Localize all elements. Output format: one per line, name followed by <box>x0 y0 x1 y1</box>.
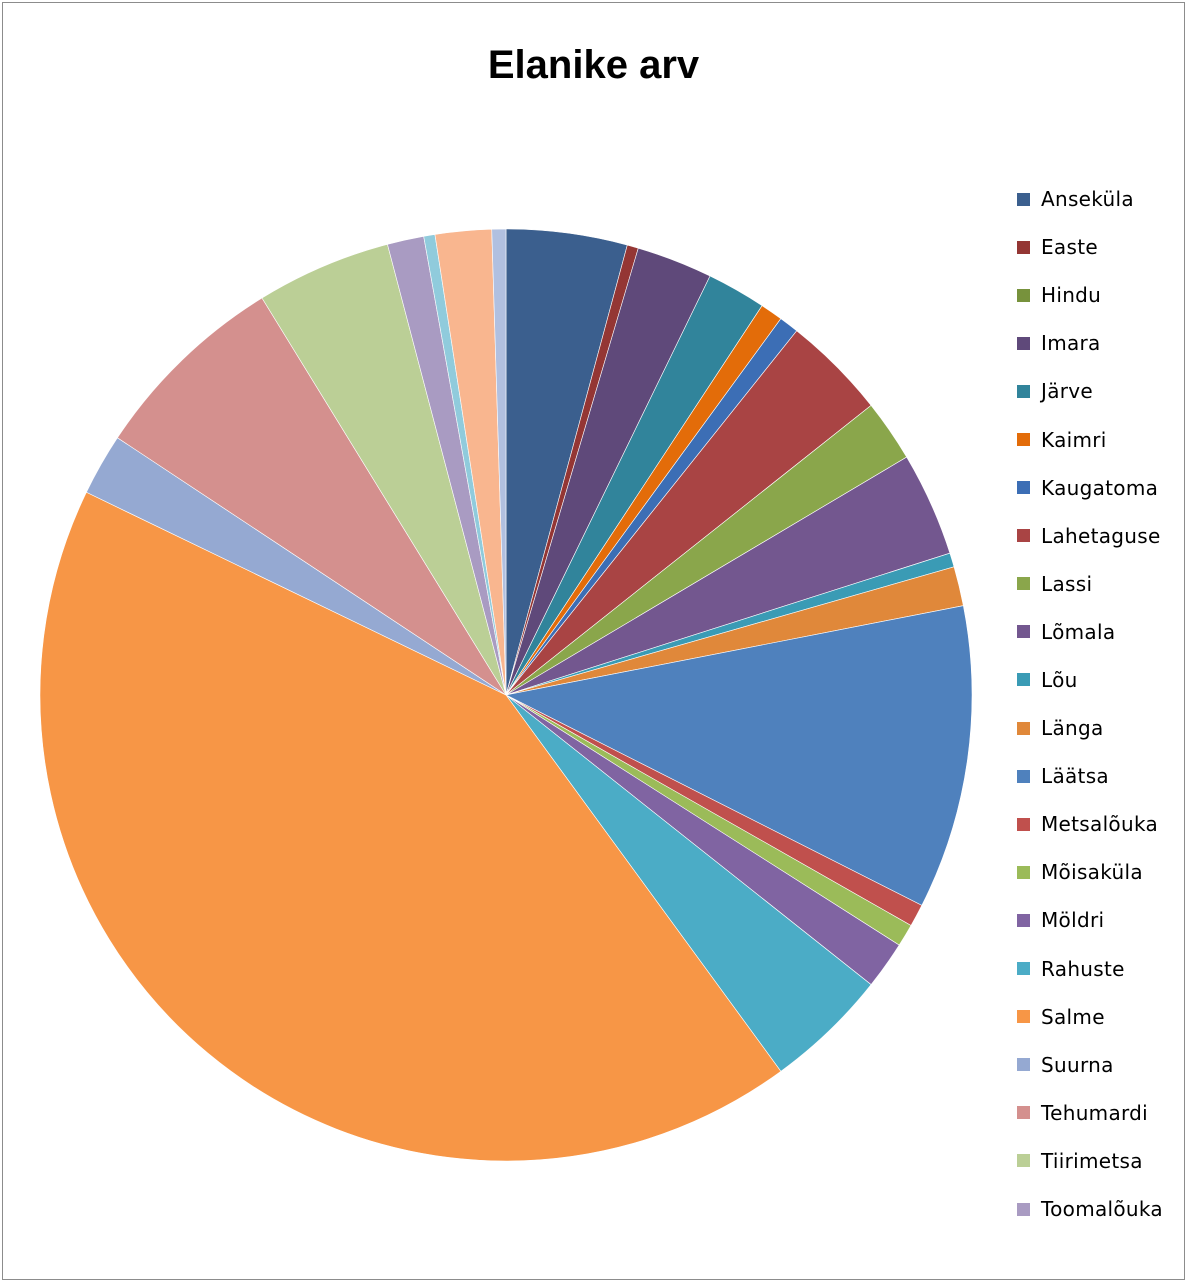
legend-item: Möldri <box>1017 896 1163 944</box>
legend-swatch <box>1017 1154 1030 1168</box>
legend-swatch <box>1017 625 1030 639</box>
legend-swatch <box>1017 1106 1030 1120</box>
legend-item: Kaugatoma <box>1017 464 1163 512</box>
legend-swatch <box>1017 384 1030 398</box>
legend-item: Salme <box>1017 993 1163 1041</box>
legend-item: Lõu <box>1017 656 1163 704</box>
legend-swatch <box>1017 673 1030 687</box>
pie-slice-salme <box>39 491 782 1162</box>
legend-item: Lassi <box>1017 560 1163 608</box>
legend-label: Tiirimetsa <box>1041 1148 1143 1173</box>
legend-swatch <box>1017 288 1030 302</box>
legend-swatch <box>1017 1010 1030 1024</box>
legend-label: Mõisaküla <box>1041 860 1143 885</box>
legend-label: Easte <box>1041 235 1098 260</box>
legend-label: Järve <box>1041 379 1094 404</box>
legend-swatch <box>1017 913 1030 927</box>
legend-label: Kaimri <box>1041 427 1107 452</box>
pie-slice-unlabeled-24 <box>491 228 507 696</box>
legend-label: Lõmala <box>1041 619 1116 644</box>
legend-item: Toomalõuka <box>1017 1185 1163 1233</box>
legend-item: Lõmala <box>1017 608 1163 656</box>
legend-swatch <box>1017 529 1030 543</box>
legend-item: Metsalõuka <box>1017 800 1163 848</box>
legend-label: Rahuste <box>1041 956 1125 981</box>
legend-item: Kaimri <box>1017 415 1163 463</box>
legend-label: Läätsa <box>1041 764 1109 789</box>
legend-item: Anseküla <box>1017 175 1163 223</box>
legend-swatch <box>1017 769 1030 783</box>
legend-item: Easte <box>1017 223 1163 271</box>
legend-label: Lõu <box>1041 667 1078 692</box>
legend-swatch <box>1017 721 1030 735</box>
legend-label: Länga <box>1041 716 1104 741</box>
legend-label: Möldri <box>1041 908 1105 933</box>
legend-swatch <box>1017 192 1030 206</box>
legend-item: Imara <box>1017 319 1163 367</box>
legend-item: Suurna <box>1017 1041 1163 1089</box>
legend-swatch <box>1017 433 1030 447</box>
legend-label: Hindu <box>1041 283 1102 308</box>
chart-legend: Anseküla Easte Hindu Imara Järve Kaimri Kaugat… <box>1017 175 1163 1233</box>
legend-swatch <box>1017 481 1030 495</box>
legend-label: Lassi <box>1041 571 1093 596</box>
chart-title: Elanike arv <box>487 43 700 87</box>
legend-label: Toomalõuka <box>1041 1197 1163 1222</box>
legend-item: Järve <box>1017 367 1163 415</box>
legend-item: Hindu <box>1017 271 1163 319</box>
legend-label: Metsalõuka <box>1041 812 1159 837</box>
legend-swatch <box>1017 336 1030 350</box>
legend-label: Tehumardi <box>1041 1100 1149 1125</box>
legend-swatch <box>1017 577 1030 591</box>
legend-swatch <box>1017 817 1030 831</box>
legend-label: Salme <box>1041 1004 1105 1029</box>
legend-swatch <box>1017 1202 1030 1216</box>
legend-item: Tehumardi <box>1017 1089 1163 1137</box>
legend-item: Mõisaküla <box>1017 848 1163 896</box>
pie-chart <box>39 228 973 1162</box>
legend-label: Lahetaguse <box>1041 523 1161 548</box>
legend-label: Anseküla <box>1041 187 1134 212</box>
legend-item: Länga <box>1017 704 1163 752</box>
legend-item: Lahetaguse <box>1017 512 1163 560</box>
pie-slice-tehumardi <box>117 297 507 696</box>
legend-item: Rahuste <box>1017 945 1163 993</box>
legend-item: Tiirimetsa <box>1017 1137 1163 1185</box>
legend-swatch <box>1017 962 1030 976</box>
legend-label: Suurna <box>1041 1052 1114 1077</box>
legend-label: Kaugatoma <box>1041 475 1159 500</box>
legend-swatch <box>1017 240 1030 254</box>
legend-swatch <box>1017 865 1030 879</box>
legend-item: Läätsa <box>1017 752 1163 800</box>
legend-label: Imara <box>1041 331 1101 356</box>
legend-swatch <box>1017 1058 1030 1072</box>
pie-slice-läätsa <box>505 605 973 906</box>
